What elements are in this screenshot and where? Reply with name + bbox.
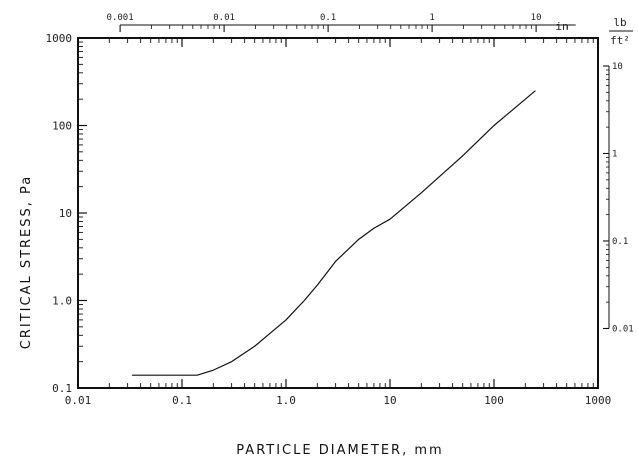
y-tick-label: 0.1 [52,382,72,395]
y-tick-label: 1.0 [52,295,72,308]
x-axis: 0.01 0.1 1.0 10 100 1000 [65,38,612,407]
right-tick-label: 1 [612,149,617,159]
plot-frame [77,37,599,389]
top-tick-label: 0.01 [213,13,235,23]
top-tick-label: 0.1 [320,13,336,23]
right-tick-label: 10 [612,62,623,72]
y-axis-title: CRITICAL STRESS, Pa [19,175,34,350]
top-inch-axis: 0.001 0.01 0.1 1 10 [107,13,576,32]
top-axis-unit: in [555,20,568,33]
y-tick-label: 100 [52,120,72,133]
x-tick-label: 0.01 [65,394,92,407]
x-tick-label: 1.0 [276,394,296,407]
y-tick-label: 10 [59,207,72,220]
right-tick-label: 0.01 [612,324,634,334]
x-tick-label: 0.1 [172,394,192,407]
right-tick-label: 0.1 [612,237,628,247]
x-tick-label: 1000 [585,394,612,407]
right-axis-unit-numerator: lb [613,16,626,29]
right-axis-unit-denominator: ft² [610,34,630,47]
x-tick-label: 100 [484,394,504,407]
top-tick-label: 10 [531,13,542,23]
plot-border [77,37,599,389]
y-tick-label: 1000 [46,32,73,45]
x-axis-title: PARTICLE DIAMETER, mm [236,443,443,458]
right-psf-axis: 10 1 0.1 0.01 [603,62,634,334]
series-group [131,90,536,376]
x-tick-label: 10 [383,394,396,407]
top-tick-label: 1 [429,13,434,23]
series-line [131,90,536,376]
y-axis: 0.1 1.0 10 100 1000 [46,32,87,395]
top-tick-label: 0.001 [107,13,134,23]
